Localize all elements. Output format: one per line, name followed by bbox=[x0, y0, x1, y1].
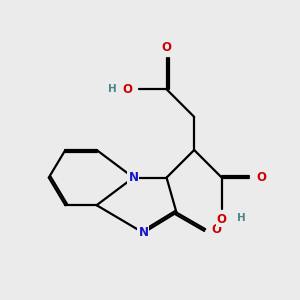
Text: H: H bbox=[108, 84, 117, 94]
Text: O: O bbox=[212, 223, 222, 236]
Text: O: O bbox=[122, 83, 132, 96]
Text: O: O bbox=[162, 41, 172, 54]
Text: H: H bbox=[237, 213, 246, 223]
Text: O: O bbox=[256, 171, 266, 184]
Text: N: N bbox=[138, 226, 148, 239]
Text: O: O bbox=[217, 213, 227, 226]
Text: N: N bbox=[128, 171, 138, 184]
